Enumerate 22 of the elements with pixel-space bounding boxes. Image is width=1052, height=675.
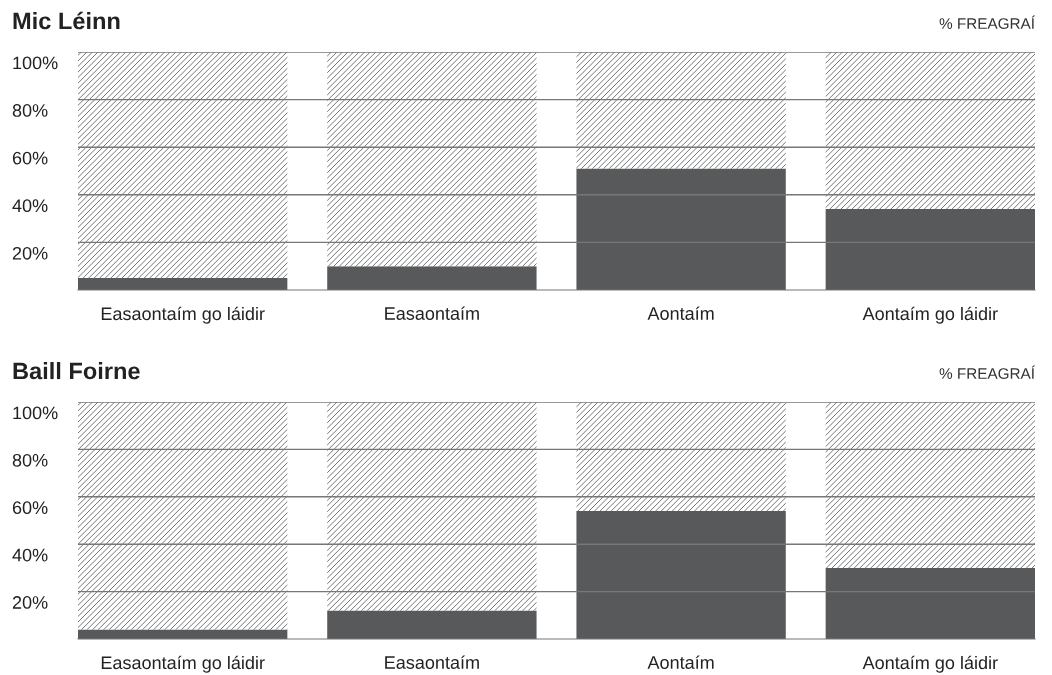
x-tick-label: Easaontaím <box>385 655 479 669</box>
y-tick-label: 80% <box>12 104 48 117</box>
x-tick-label: Aontaím go láidir <box>862 306 998 324</box>
x-tick-label: Easaontaím go láidir <box>101 655 265 673</box>
chart-title: Baill Foirne <box>13 361 140 380</box>
x-tick-label: Aontaím go láidir <box>862 655 998 673</box>
x-tick-label: Easaontaím go láidir <box>101 306 265 324</box>
x-tick-label: Easaontaím <box>385 306 479 320</box>
y-tick-label: 20% <box>12 246 48 260</box>
x-tick-label: Aontaím <box>647 655 714 669</box>
y-tick-label: 40% <box>12 548 48 562</box>
y-tick-label: 20% <box>12 596 48 609</box>
y-tick-label: 40% <box>12 199 48 213</box>
y-axis-title: % FREAGRAÍ <box>939 15 1035 29</box>
y-tick-label: 60% <box>12 151 48 165</box>
chart-title: Mic Léinn <box>13 11 120 30</box>
y-tick-label: 100% <box>13 56 58 70</box>
y-tick-label: 100% <box>13 406 58 420</box>
x-tick-label: Aontaím <box>647 306 714 320</box>
y-axis-title: % FREAGRAÍ <box>939 365 1035 379</box>
y-tick-label: 80% <box>12 453 48 467</box>
y-tick-label: 60% <box>12 501 48 515</box>
